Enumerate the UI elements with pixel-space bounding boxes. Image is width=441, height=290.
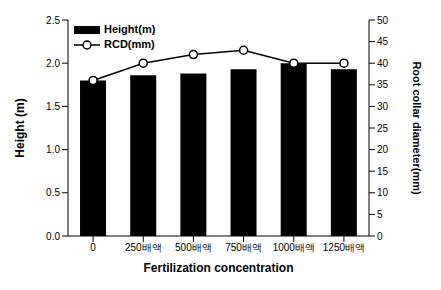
svg-text:0.5: 0.5 xyxy=(46,187,60,198)
svg-text:0: 0 xyxy=(377,231,383,242)
svg-text:20: 20 xyxy=(377,144,389,155)
svg-text:25: 25 xyxy=(377,123,389,134)
svg-text:1.5: 1.5 xyxy=(46,101,60,112)
svg-text:250배액: 250배액 xyxy=(125,242,162,253)
svg-text:Root collar diameter(mm): Root collar diameter(mm) xyxy=(411,61,423,195)
svg-text:30: 30 xyxy=(377,101,389,112)
svg-text:50: 50 xyxy=(377,15,389,26)
svg-text:750배액: 750배액 xyxy=(225,242,262,253)
html-text:RCD(mm): RCD(mm) xyxy=(104,38,155,50)
svg-text:5: 5 xyxy=(377,209,383,220)
svg-text:40: 40 xyxy=(377,58,389,69)
svg-text:1000배액: 1000배액 xyxy=(273,242,315,253)
html-text:Height(m): Height(m) xyxy=(104,23,156,35)
svg-text:2.0: 2.0 xyxy=(46,58,60,69)
svg-text:10: 10 xyxy=(377,187,389,198)
svg-text:Height (m): Height (m) xyxy=(13,98,27,157)
svg-text:0: 0 xyxy=(90,242,96,253)
svg-text:1250배액: 1250배액 xyxy=(323,242,365,253)
svg-text:Fertilization concentration: Fertilization concentration xyxy=(143,261,293,275)
svg-text:15: 15 xyxy=(377,166,389,177)
svg-text:45: 45 xyxy=(377,36,389,47)
svg-text:0.0: 0.0 xyxy=(46,231,60,242)
svg-text:1.0: 1.0 xyxy=(46,144,60,155)
svg-text:2.5: 2.5 xyxy=(46,15,60,26)
svg-text:500배액: 500배액 xyxy=(175,242,212,253)
svg-text:35: 35 xyxy=(377,79,389,90)
